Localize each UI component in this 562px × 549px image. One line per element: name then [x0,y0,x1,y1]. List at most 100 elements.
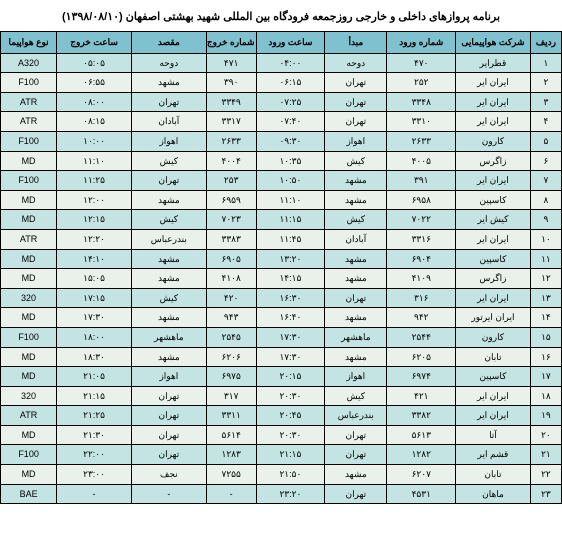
table-cell: ۱۲:۲۰ [57,229,132,249]
table-cell: ۰۸:۰۰ [57,92,132,112]
table-cell: ۸ [530,190,561,210]
table-cell: ۳۱۶ [387,288,456,308]
table-cell: ۰۷:۲۵ [256,92,325,112]
table-cell: ۲۵۴۵ [206,327,256,347]
table-cell: ATR [1,112,57,132]
table-row: ۱۳ایران ایر۳۱۶تهران۱۶:۳۰۴۲۰کیش۱۷:۱۵320 [1,288,562,308]
table-cell: دوحه [131,53,206,73]
table-cell: ۴۲۱ [387,386,456,406]
table-cell: ۱۲:۰۰ [57,190,132,210]
table-cell: قطرایر [456,53,531,73]
table-cell: کاسپین [456,249,531,269]
table-cell: کیش [325,151,387,171]
table-header-cell: نوع هواپیما [1,32,57,54]
table-row: ۱۵کارون۲۵۴۴ماهشهر۱۷:۳۰۲۵۴۵ماهشهر۱۸:۰۰F10… [1,327,562,347]
table-cell: کارون [456,327,531,347]
table-cell: ۴۵۳۱ [387,484,456,504]
table-cell: کیش [325,386,387,406]
table-cell: ۱۰ [530,229,561,249]
table-cell: کیش [325,210,387,230]
table-cell: ۴۰۰۵ [387,151,456,171]
table-cell: ماهشهر [325,327,387,347]
table-cell: ۶ [530,151,561,171]
table-cell: MD [1,249,57,269]
table-cell: ۵۶۱۴ [206,425,256,445]
table-cell: تهران [131,386,206,406]
table-cell: MD [1,465,57,485]
table-cell: ۲۱:۱۵ [57,386,132,406]
table-cell: اهواز [325,367,387,387]
table-cell: تهران [131,406,206,426]
table-cell: کاسپین [456,190,531,210]
table-cell: MD [1,347,57,367]
table-cell: تهران [131,445,206,465]
table-cell: ۷ [530,171,561,191]
table-cell: اهواز [131,367,206,387]
table-cell: ۳۳۱۶ [387,229,456,249]
table-cell: ۶۲۰۵ [387,347,456,367]
table-cell: ۰۴:۰۰ [256,53,325,73]
table-row: ۲۳ماهان۴۵۳۱تهران۲۳:۲۰---BAE [1,484,562,504]
table-cell: ۱۷:۳۰ [256,327,325,347]
table-cell: ۵ [530,131,561,151]
page-title: برنامه پروازهای داخلی و خارجی روزجمعه فر… [0,0,562,31]
table-cell: مشهد [325,171,387,191]
table-cell: ATR [1,229,57,249]
table-cell: ۱۷:۱۵ [57,288,132,308]
table-row: ۷ایران ایر۳۹۱مشهد۱۰:۵۰۲۵۳تهران۱۱:۲۵F100 [1,171,562,191]
table-cell: ۶۹۷۴ [387,367,456,387]
table-cell: - [57,484,132,504]
table-header-cell: ساعت خروج [57,32,132,54]
table-row: ۱۲زاگرس۴۱۰۹مشهد۱۴:۱۵۴۱۰۸مشهد۱۵:۰۵MD [1,269,562,289]
table-cell: مشهد [325,347,387,367]
table-cell: ۱۱ [530,249,561,269]
table-cell: ایران ایر [456,171,531,191]
table-cell: ۹۴۲ [387,308,456,328]
table-cell: ایران ایر [456,229,531,249]
table-cell: دوحه [325,53,387,73]
table-cell: ۲۱ [530,445,561,465]
table-cell: MD [1,151,57,171]
table-cell: کارون [456,131,531,151]
table-cell: مشهد [325,249,387,269]
table-cell: ۹۴۳ [206,308,256,328]
table-cell: ۱۱:۱۵ [256,210,325,230]
table-row: ۸کاسپین۶۹۵۸مشهد۱۱:۱۰۶۹۵۹مشهد۱۲:۰۰MD [1,190,562,210]
table-cell: نجف [131,465,206,485]
table-cell: ۲۳:۲۰ [256,484,325,504]
table-header-row: ردیفشرکت هواپیماییشماره ورودمبدأساعت ورو… [1,32,562,54]
table-cell: ۲۵۲ [387,73,456,93]
table-cell: ۲۰:۱۵ [256,367,325,387]
table-cell: BAE [1,484,57,504]
table-row: ۱۷کاسپین۶۹۷۴اهواز۲۰:۱۵۶۹۷۵اهواز۲۱:۰۵MD [1,367,562,387]
table-row: ۳ایران ایر۳۳۴۸تهران۰۷:۲۵۳۳۴۹تهران۰۸:۰۰AT… [1,92,562,112]
table-header-cell: مقصد [131,32,206,54]
table-cell: ۵۶۱۳ [387,425,456,445]
table-cell: کیش [131,288,206,308]
table-cell: - [206,484,256,504]
table-cell: F100 [1,131,57,151]
table-cell: ۷۰۲۳ [206,210,256,230]
table-row: ۲۱قشم ایر۱۲۸۲تهران۲۱:۱۵۱۲۸۳تهران۲۲:۰۰F10… [1,445,562,465]
table-cell: 320 [1,288,57,308]
table-cell: ۱۰:۰۰ [57,131,132,151]
table-cell: تهران [325,112,387,132]
table-cell: مشهد [131,308,206,328]
table-cell: ۲۱:۲۵ [57,406,132,426]
table-cell: ۶۲۰۶ [206,347,256,367]
table-cell: ایران ایر [456,73,531,93]
table-cell: ۱۴:۱۰ [57,249,132,269]
table-cell: ۲۰:۳۰ [256,386,325,406]
table-cell: تهران [325,288,387,308]
table-cell: F100 [1,445,57,465]
table-cell: ۲۶۳۳ [387,131,456,151]
table-row: ۱۰ایران ایر۳۳۱۶آبادان۱۱:۴۵۳۳۸۳بندرعباس۱۲… [1,229,562,249]
table-cell: ایران ایرتور [456,308,531,328]
table-cell: ۹ [530,210,561,230]
table-cell: تابان [456,347,531,367]
table-row: ۱۶تابان۶۲۰۵مشهد۱۷:۳۰۶۲۰۶مشهد۱۸:۳۰MD [1,347,562,367]
table-cell: ۰۸:۱۵ [57,112,132,132]
table-cell: ۴۷۱ [206,53,256,73]
table-cell: ۳۳۸۲ [387,406,456,426]
table-cell: ۶۹۰۵ [206,249,256,269]
